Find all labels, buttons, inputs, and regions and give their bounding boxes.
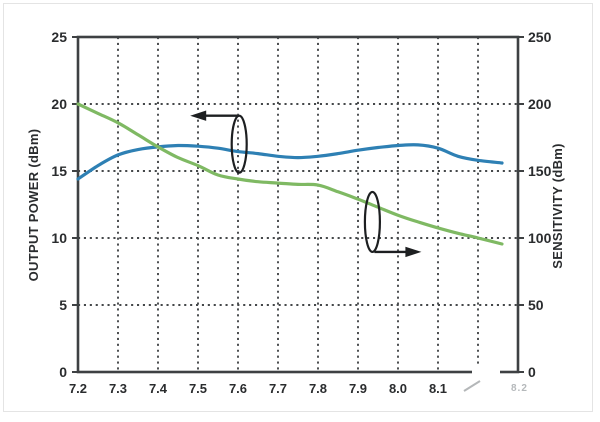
- left-axis-ticks: 0 5 10 15 20 25: [51, 29, 78, 380]
- series-line-sensitivity: [76, 102, 504, 246]
- right-tick-label: 100: [528, 230, 552, 246]
- x-tick-label: 7.5: [189, 381, 207, 396]
- callout-output-power: [190, 110, 248, 174]
- right-tick-label: 0: [528, 364, 536, 380]
- x-tick-label: 8.0: [389, 381, 407, 396]
- left-tick-label: 25: [51, 29, 67, 45]
- x-tick-label: 8.1: [429, 381, 447, 396]
- x-tick-label: 7.7: [269, 381, 287, 396]
- watermark-text: 8.2: [511, 383, 528, 394]
- left-tick-label: 0: [59, 364, 67, 380]
- right-tick-label: 150: [528, 163, 552, 179]
- right-tick-label: 50: [528, 297, 544, 313]
- x-tick-label: 7.2: [69, 381, 87, 396]
- photo-border: [3, 3, 593, 412]
- x-tick-label: 7.9: [349, 381, 367, 396]
- left-tick-label: 20: [51, 96, 67, 112]
- left-tick-label: 5: [59, 297, 67, 313]
- plot-frame: [76, 35, 520, 374]
- left-tick-label: 10: [51, 230, 67, 246]
- left-tick-label: 15: [51, 163, 67, 179]
- x-tick-label: 7.8: [309, 381, 327, 396]
- grid-horizontal: [78, 103, 518, 306]
- right-axis-ticks: 0 50 100 150 200 250: [518, 29, 552, 380]
- callout-sensitivity: [363, 190, 422, 258]
- series-line-output-power: [76, 143, 504, 181]
- x-tick-label: 7.3: [109, 381, 127, 396]
- x-tick-label: 7.6: [229, 381, 247, 396]
- x-axis-tick-labels: 7.2 7.3 7.4 7.5 7.6 7.7 7.8 7.9 8.0 8.1: [69, 381, 447, 396]
- right-tick-label: 250: [528, 29, 552, 45]
- x-tick-label: 7.4: [149, 381, 168, 396]
- watermark-patch: [463, 364, 500, 400]
- right-axis-title: SENSITIVITY (dBm): [550, 143, 565, 268]
- left-axis-title: OUTPUT POWER (dBm): [26, 129, 41, 282]
- grid-vertical: [117, 37, 479, 372]
- watermark-slash: [463, 380, 481, 392]
- right-tick-label: 200: [528, 96, 552, 112]
